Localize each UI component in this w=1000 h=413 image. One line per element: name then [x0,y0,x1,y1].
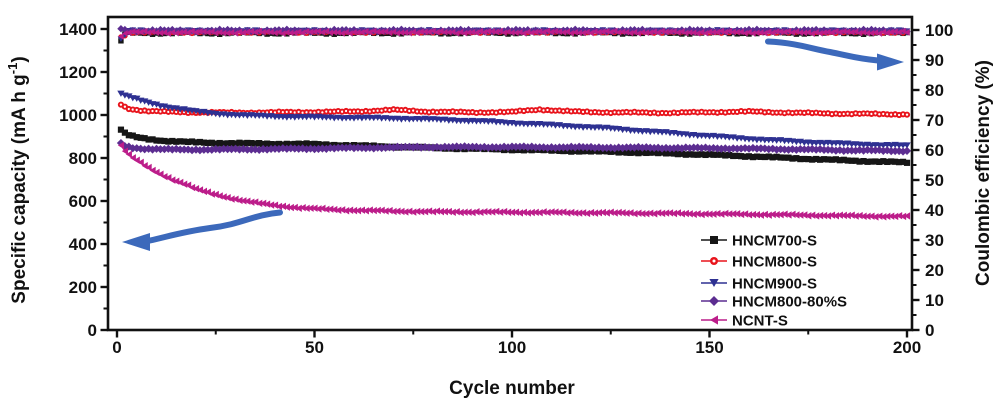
y-right-tick-label: 20 [925,261,944,280]
legend-item-HNCM800-80%S: HNCM800-80%S [701,294,847,311]
x-tick-label: 50 [305,338,324,357]
y-right-tick-label: 10 [925,291,944,310]
x-tick-label: 200 [893,338,921,357]
y-left-tick-label: 1200 [59,63,97,82]
plot-frame [106,15,914,332]
y-right-tick-label: 100 [925,21,953,40]
x-tick-label: 150 [695,338,723,357]
y-right-tick-label: 80 [925,81,944,100]
efficiency-arrow [765,38,904,71]
legend-label: HNCM800-S [732,254,817,271]
y-right-tick-label: 30 [925,231,944,250]
y-left-tick-label: 1400 [59,20,97,39]
y-right-tick-label: 40 [925,201,944,220]
legend-label: HNCM900-S [732,276,817,293]
data-series-layer [116,25,912,221]
legend-item-HNCM800-S: HNCM800-S [701,254,817,271]
x-tick-label: 0 [112,338,121,357]
y-left-tick-label: 1000 [59,106,97,125]
capacity-arrow [122,209,283,251]
capacity-arrow-shaft [147,209,283,244]
y-right-tick-label: 70 [925,111,944,130]
y-left-tick-label: 800 [69,149,97,168]
legend-item-NCNT-S: NCNT-S [701,313,788,330]
y-right-tick-label: 90 [925,51,944,70]
legend-label: HNCM800-80%S [732,294,847,311]
y-left-tick-label: 0 [88,321,97,340]
legend-label: NCNT-S [732,313,788,330]
y-axis-left-title: Specific capacity (mA h g-1) [5,56,30,303]
y-right-tick-label: 50 [925,171,944,190]
efficiency-arrowhead-icon [877,53,904,71]
legend-item-HNCM900-S: HNCM900-S [701,276,817,293]
y-left-tick-label: 400 [69,235,97,254]
series-NCNT-S [117,27,911,221]
x-tick-label: 100 [498,338,526,357]
y-left-tick-label: 600 [69,192,97,211]
x-axis-title: Cycle number [449,378,575,399]
legend-label: HNCM700-S [732,233,817,250]
y-right-tick-label: 0 [925,321,934,340]
capacity-arrowhead-icon [122,233,150,251]
y-right-tick-label: 60 [925,141,944,160]
y-left-tick-label: 200 [69,278,97,297]
y-axis-right-title: Coulombic efficiency (%) [973,60,994,286]
legend-item-HNCM700-S: HNCM700-S [701,233,817,250]
efficiency-arrow-shaft [765,38,881,64]
